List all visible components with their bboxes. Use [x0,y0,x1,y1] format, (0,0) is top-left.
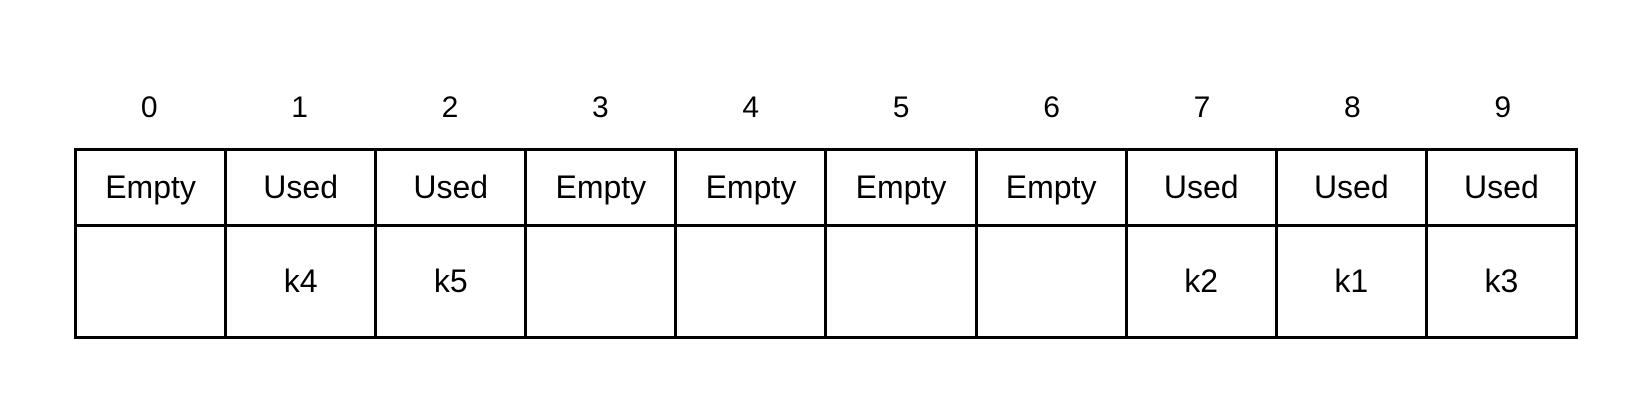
slot-key: k2 [1128,227,1278,336]
status-row: Empty Used Used Empty Empty Empty Empty … [77,151,1575,227]
slot-key: k1 [1278,227,1428,336]
slot-index: 7 [1193,91,1211,124]
slot-key [677,227,828,336]
slot-index: 5 [892,91,910,124]
slot-status: Used [1278,151,1428,224]
slot-status: Used [377,151,528,224]
slot-status: Used [227,151,378,224]
slot-key [527,227,678,336]
slot-key: k4 [227,227,378,336]
slot-key [827,227,978,336]
key-row: k4 k5 k2 k1 k3 [77,227,1575,336]
slot-status: Empty [978,151,1128,224]
slot-index: 9 [1494,91,1512,124]
slot-index: 3 [592,91,609,124]
index-row: 0 1 2 3 4 5 6 7 8 9 [74,86,1578,148]
slot-index: 8 [1343,91,1361,124]
slot-status: Empty [677,151,828,224]
slot-index: 4 [742,91,760,124]
slot-status: Empty [827,151,978,224]
slot-key: k5 [377,227,528,336]
hash-table: Empty Used Used Empty Empty Empty Empty … [74,148,1578,339]
hash-table-diagram: 0 1 2 3 4 5 6 7 8 9 Empty Used Used Empt… [74,86,1578,339]
slot-index: 2 [441,91,459,124]
slot-key [978,227,1128,336]
slot-status: Used [1464,169,1539,205]
slot-index: 1 [291,91,308,124]
slot-status: Empty [527,151,678,224]
slot-key [77,227,228,336]
slot-status: Used [1128,151,1278,224]
slot-index: 6 [1043,91,1060,124]
slot-index: 0 [140,91,158,124]
slot-status: Empty [77,151,228,224]
slot-key: k3 [1484,263,1519,299]
